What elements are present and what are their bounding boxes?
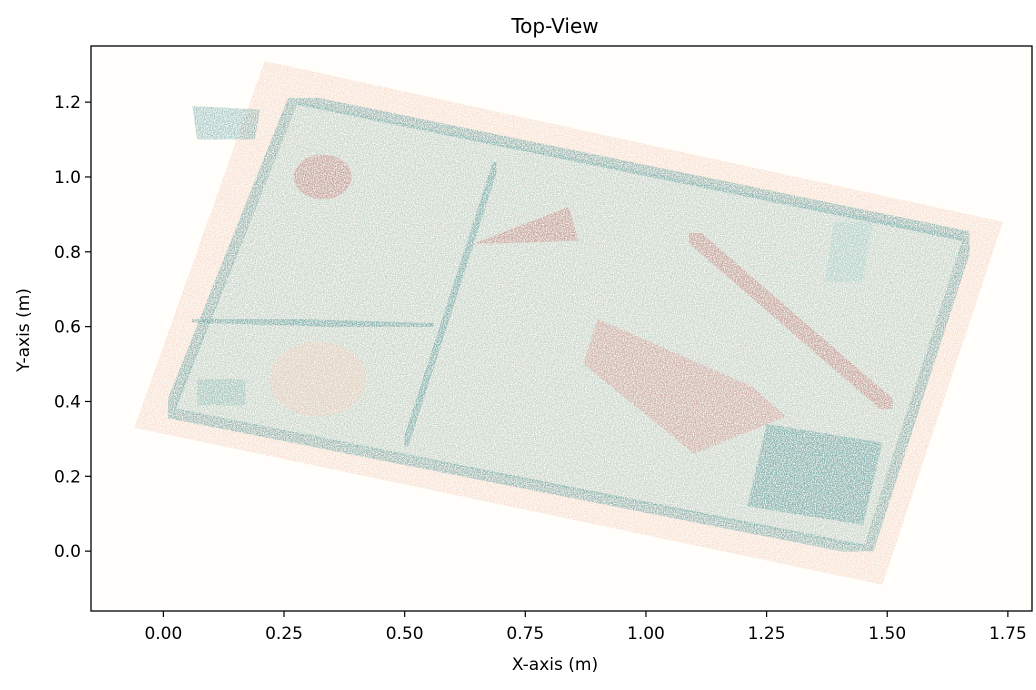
region-disc	[269, 341, 367, 417]
x-axis-label: X-axis (m)	[512, 655, 598, 675]
region-tray-rim	[162, 92, 975, 557]
x-tick-label: 0.75	[506, 624, 544, 644]
y-tick-label: 0.8	[54, 243, 81, 263]
region-slab	[583, 319, 786, 454]
region-blob	[293, 154, 352, 200]
y-tick-label: 0.6	[54, 318, 81, 338]
plot-frame	[90, 45, 1033, 612]
x-tick-label: 1.75	[989, 624, 1027, 644]
y-axis-label: Y-axis (m)	[14, 288, 34, 373]
y-tick-label: 1.2	[54, 93, 81, 113]
region-divider-vertical	[401, 158, 500, 450]
region-triangle-object	[472, 206, 579, 245]
x-axis: 0.00 0.25 0.50 0.75 1.00 1.25 1.50 1.75	[144, 611, 1027, 644]
region-square-bin	[747, 423, 883, 525]
x-tick-label: 0.50	[386, 624, 424, 644]
y-axis: 0.0 0.2 0.4 0.6 0.8 1.0 1.2	[54, 93, 91, 562]
y-tick-label: 0.2	[54, 467, 81, 487]
y-tick-label: 0.0	[54, 542, 81, 562]
region-divider-horizontal	[188, 315, 438, 331]
point-cloud	[134, 61, 1003, 585]
x-tick-label: 1.25	[748, 624, 786, 644]
chart-title: Top-View	[510, 14, 598, 38]
x-tick-label: 0.25	[265, 624, 303, 644]
y-tick-label: 0.4	[54, 392, 81, 412]
x-tick-label: 0.00	[144, 624, 182, 644]
y-tick-label: 1.0	[54, 168, 81, 188]
region-clip	[824, 221, 873, 282]
region-small-box	[197, 379, 246, 406]
region-handle	[192, 105, 260, 140]
x-tick-label: 1.00	[627, 624, 665, 644]
x-tick-label: 1.50	[868, 624, 906, 644]
region-stick	[681, 225, 901, 417]
